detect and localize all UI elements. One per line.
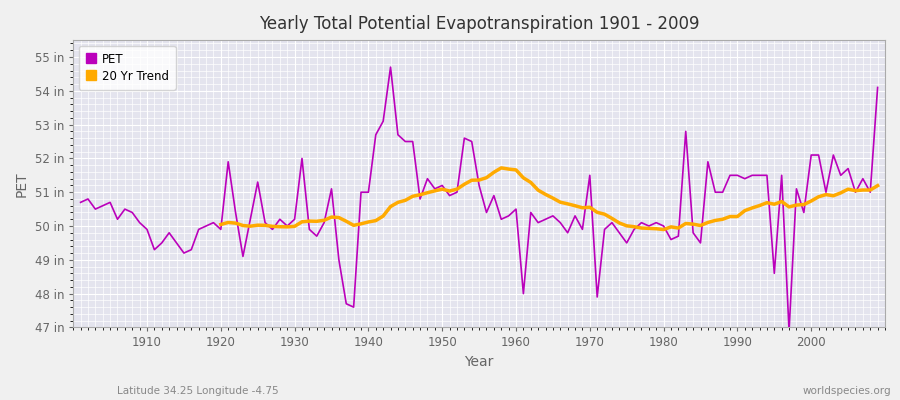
Title: Yearly Total Potential Evapotranspiration 1901 - 2009: Yearly Total Potential Evapotranspiratio… bbox=[259, 15, 699, 33]
Y-axis label: PET: PET bbox=[15, 171, 29, 196]
Text: Latitude 34.25 Longitude -4.75: Latitude 34.25 Longitude -4.75 bbox=[117, 386, 279, 396]
Legend: PET, 20 Yr Trend: PET, 20 Yr Trend bbox=[79, 46, 176, 90]
Text: worldspecies.org: worldspecies.org bbox=[803, 386, 891, 396]
X-axis label: Year: Year bbox=[464, 355, 494, 369]
